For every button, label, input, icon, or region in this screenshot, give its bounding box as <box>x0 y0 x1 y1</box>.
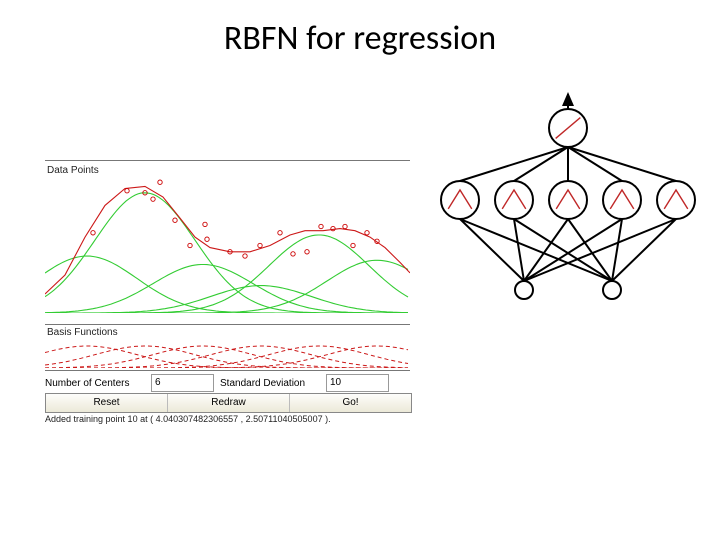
controls-row: Number of Centers 6 Standard Deviation 10 <box>45 373 410 393</box>
hidden-node-3 <box>603 181 641 219</box>
output-node <box>549 109 587 147</box>
page-title: RBFN for regression <box>0 18 720 59</box>
rbfn-network-diagram <box>438 92 698 322</box>
data-points-label: Data Points <box>47 165 99 176</box>
num-centers-input[interactable]: 6 <box>151 374 214 392</box>
input-node-0 <box>515 281 533 299</box>
data-points-chart <box>45 178 410 313</box>
num-centers-label: Number of Centers <box>45 378 145 389</box>
status-text: Added training point 10 at ( 4.040307482… <box>45 414 331 424</box>
button-bar: ResetRedrawGo! <box>45 393 412 413</box>
std-input[interactable]: 10 <box>326 374 389 392</box>
basis-functions-label: Basis Functions <box>47 327 118 338</box>
input-node-1 <box>603 281 621 299</box>
hidden-node-0 <box>441 181 479 219</box>
std-label: Standard Deviation <box>220 378 320 389</box>
hidden-node-1 <box>495 181 533 219</box>
hidden-node-4 <box>657 181 695 219</box>
reset-button[interactable]: Reset <box>46 394 168 412</box>
hidden-node-2 <box>549 181 587 219</box>
redraw-button[interactable]: Redraw <box>168 394 290 412</box>
rbfn-demo-panel: Data Points Basis Functions Number of Cent… <box>45 160 410 440</box>
basis-functions-chart <box>45 340 410 368</box>
go-button[interactable]: Go! <box>290 394 411 412</box>
